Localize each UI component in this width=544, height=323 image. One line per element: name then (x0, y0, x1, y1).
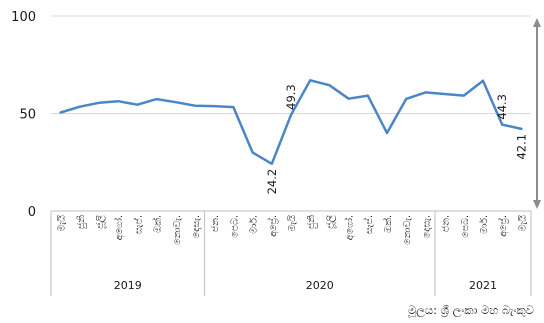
x-tick-label: සැප්. (131, 215, 144, 234)
x-tick-label: සැප්. (362, 215, 375, 234)
year-label: 2019 (114, 279, 142, 292)
y-axis-ticks: 0 50 100 (11, 10, 36, 220)
x-tick-label: පෙබ. (229, 215, 240, 238)
data-label: 49.3 (284, 84, 298, 110)
x-tick-label: දෙසැ. (421, 215, 432, 238)
arrow-head-up-icon (533, 18, 541, 27)
data-label: 42.1 (514, 134, 528, 160)
x-tick-label: අප්‍රේ. (266, 215, 279, 237)
x-tick-label: මැයි (287, 215, 298, 232)
x-tick-label: මාර්. (478, 215, 490, 234)
range-arrow-icon (533, 18, 541, 209)
data-label: 24.2 (265, 169, 279, 195)
x-tick-label: ජන. (441, 215, 452, 232)
x-tick-label: ඔක්. (151, 215, 164, 233)
x-tick-label: දෙසැ. (191, 215, 202, 238)
year-label: 2020 (306, 279, 334, 292)
series-line (59, 79, 523, 166)
x-tick-label: ජන. (210, 215, 221, 232)
year-label: 2021 (469, 279, 497, 292)
x-tick-label: අගෝ. (112, 215, 125, 240)
source-note: මූලය: ශ්‍රී ලංකා මහ බැංකුව (407, 303, 534, 317)
y-tick-label: 100 (11, 10, 36, 25)
y-tick-label: 50 (19, 108, 36, 123)
x-tick-label: මාර්. (248, 215, 260, 234)
x-tick-label: මැයි (517, 215, 528, 232)
x-tick-label: ජූලි (95, 214, 106, 229)
data-label: 44.3 (495, 94, 509, 120)
x-tick-label: ජුනි (76, 215, 87, 230)
x-tick-label: අගෝ. (343, 215, 356, 240)
x-tick-label: ජූලි (325, 214, 336, 229)
x-tick-label: පෙබ. (460, 215, 471, 238)
y-tick-label: 0 (28, 205, 36, 220)
x-tick-label: ඔක්. (381, 215, 394, 233)
series-lines (59, 79, 523, 166)
x-tick-label: අප්‍රේ. (496, 215, 509, 237)
x-tick-label: නොවැ. (172, 215, 183, 245)
x-tick-label: මැයි (57, 215, 68, 232)
x-tick-label: ජුනි (306, 215, 317, 230)
x-axis: මැයි ජුනි ජූලි අගෝ. සැප්. ඔක්. නොවැ. දෙසැ. ජන. පෙ… (50, 210, 532, 296)
x-tick-label: නොවැ. (402, 215, 413, 245)
arrow-head-down-icon (533, 200, 541, 209)
data-labels: 24.2 49.3 44.3 42.1 (265, 84, 529, 194)
